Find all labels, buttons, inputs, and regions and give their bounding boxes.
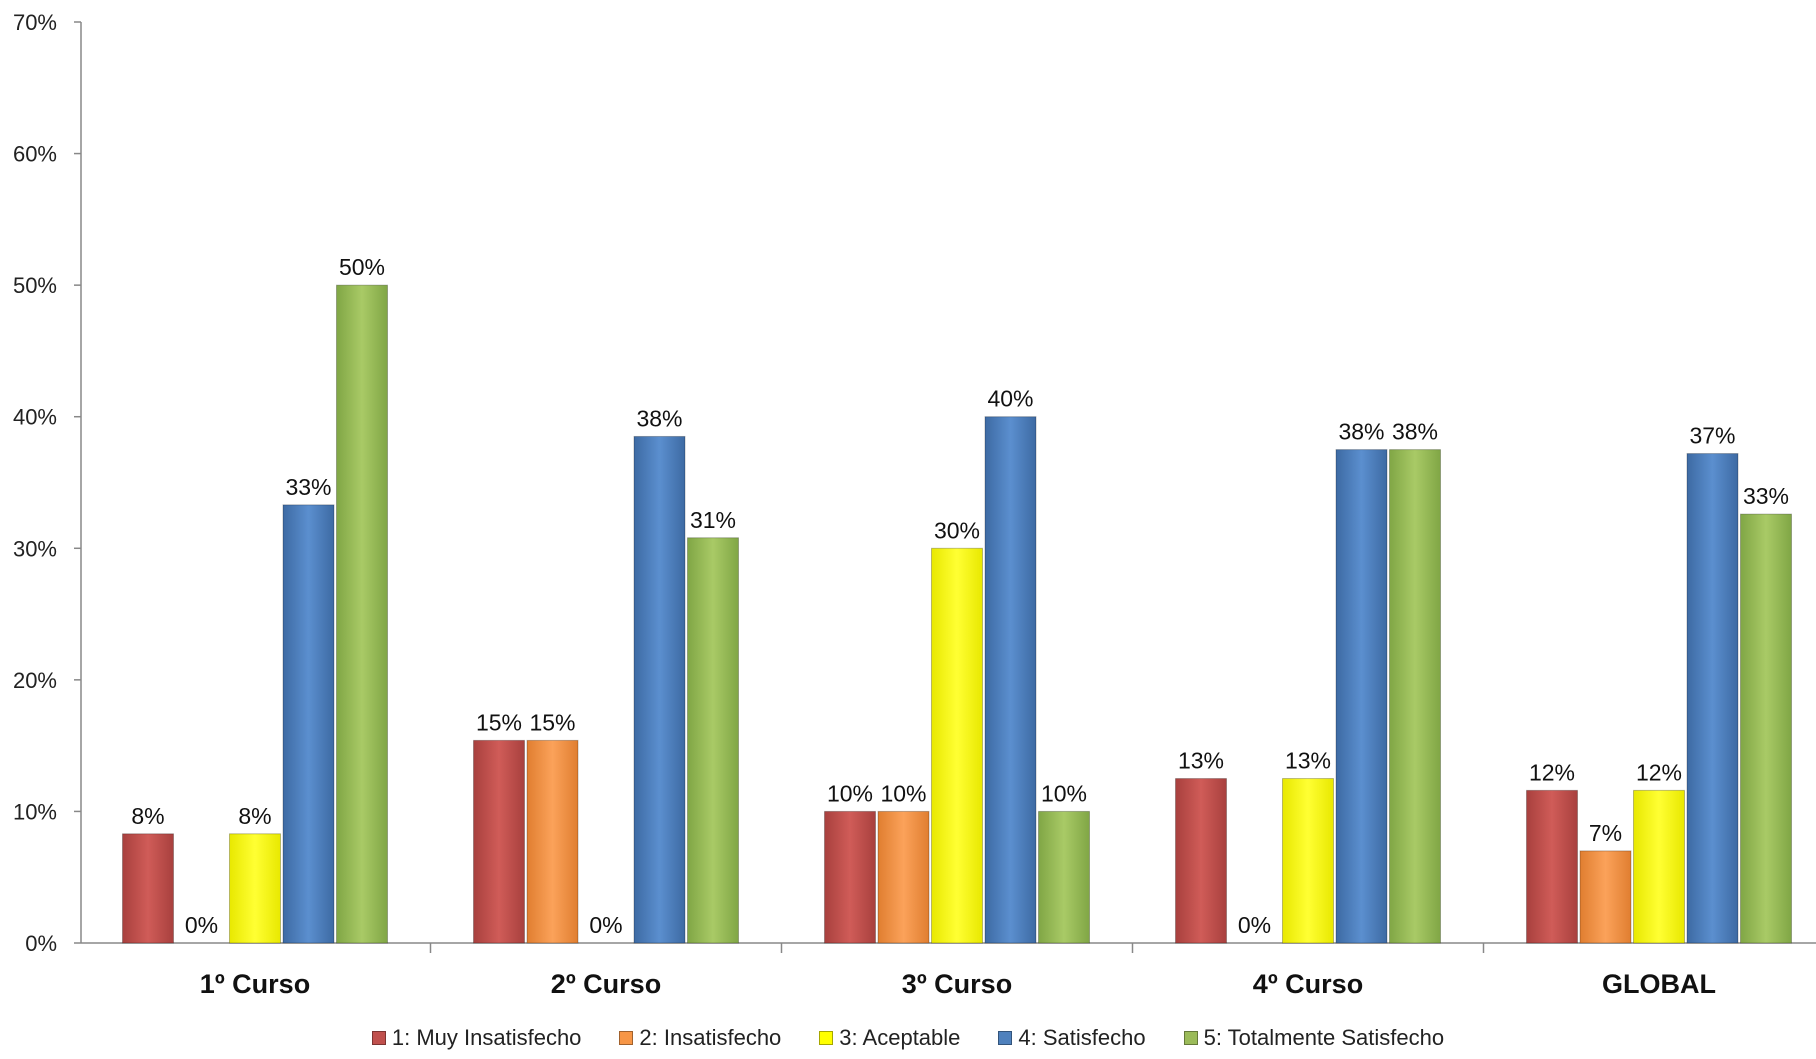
legend-label: 1: Muy Insatisfecho xyxy=(391,1025,582,1050)
legend-swatch xyxy=(371,1031,386,1045)
bar xyxy=(1389,449,1441,944)
y-tick-label: 20% xyxy=(13,668,57,693)
x-tick-label: GLOBAL xyxy=(1602,969,1716,999)
data-label: 15% xyxy=(476,709,522,735)
bar xyxy=(122,833,174,944)
data-label: 13% xyxy=(1178,748,1224,774)
bar xyxy=(1686,453,1739,944)
bar xyxy=(633,435,686,944)
bar xyxy=(1175,778,1227,944)
x-tick-label: 4º Curso xyxy=(1253,969,1363,999)
bar xyxy=(1633,789,1685,944)
bar xyxy=(282,504,335,944)
legend-swatch xyxy=(819,1031,834,1045)
x-tick-label: 1º Curso xyxy=(200,969,310,999)
data-label: 7% xyxy=(1589,820,1622,846)
data-label: 40% xyxy=(987,386,1033,412)
y-tick-label: 40% xyxy=(13,405,57,430)
data-label: 38% xyxy=(1392,419,1438,445)
x-tick-label: 2º Curso xyxy=(551,969,661,999)
data-label: 10% xyxy=(827,780,873,806)
bar xyxy=(1579,850,1632,944)
legend-item: 4: Satisfecho xyxy=(998,1025,1146,1051)
legend-item: 5: Totalmente Satisfecho xyxy=(1183,1025,1445,1051)
data-label: 15% xyxy=(529,709,575,735)
bar xyxy=(1038,810,1090,944)
data-label: 31% xyxy=(690,507,736,533)
legend-swatch xyxy=(998,1031,1013,1045)
x-tick-label: 3º Curso xyxy=(902,969,1012,999)
y-tick-label: 10% xyxy=(13,799,57,824)
data-label: 8% xyxy=(238,803,271,829)
data-label: 50% xyxy=(339,254,385,280)
data-label: 38% xyxy=(1338,419,1384,445)
legend-item: 3: Aceptable xyxy=(819,1025,960,1051)
bar xyxy=(877,810,930,944)
bar xyxy=(336,284,388,944)
bar xyxy=(931,547,983,944)
y-tick-label: 30% xyxy=(13,536,57,561)
data-label: 33% xyxy=(285,474,331,500)
data-label: 0% xyxy=(185,912,218,938)
y-tick-label: 0% xyxy=(25,931,57,956)
data-label: 33% xyxy=(1743,483,1789,509)
bar xyxy=(1335,449,1388,944)
data-label: 13% xyxy=(1285,748,1331,774)
bar xyxy=(1740,513,1792,944)
legend-label: 5: Totalmente Satisfecho xyxy=(1203,1025,1445,1050)
data-label: 30% xyxy=(934,517,980,543)
legend-label: 3: Aceptable xyxy=(839,1025,961,1050)
legend-item: 1: Muy Insatisfecho xyxy=(371,1025,582,1051)
legend-swatch xyxy=(1183,1031,1198,1045)
data-label: 12% xyxy=(1636,759,1682,785)
legend-label: 2: Insatisfecho xyxy=(639,1025,782,1050)
data-label: 0% xyxy=(589,912,622,938)
y-tick-label: 50% xyxy=(13,273,57,298)
bar xyxy=(526,739,579,944)
chart-legend: 1: Muy Insatisfecho 2: Insatisfecho 3: Ace… xyxy=(0,1025,1816,1051)
data-label: 37% xyxy=(1689,423,1735,449)
legend-item: 2: Insatisfecho xyxy=(619,1025,781,1051)
bar xyxy=(687,537,739,944)
data-label: 12% xyxy=(1529,759,1575,785)
bar xyxy=(229,833,281,944)
bar xyxy=(824,810,876,944)
bar xyxy=(473,739,525,944)
data-label: 0% xyxy=(1238,912,1271,938)
legend-label: 4: Satisfecho xyxy=(1018,1025,1146,1050)
y-tick-label: 70% xyxy=(13,10,57,35)
data-label: 10% xyxy=(880,780,926,806)
data-label: 8% xyxy=(131,803,164,829)
legend-swatch xyxy=(619,1031,634,1045)
data-label: 10% xyxy=(1041,780,1087,806)
y-tick-label: 60% xyxy=(13,142,57,167)
bar xyxy=(1282,778,1334,944)
bar xyxy=(1526,789,1578,944)
data-label: 38% xyxy=(636,405,682,431)
bar xyxy=(984,416,1037,944)
